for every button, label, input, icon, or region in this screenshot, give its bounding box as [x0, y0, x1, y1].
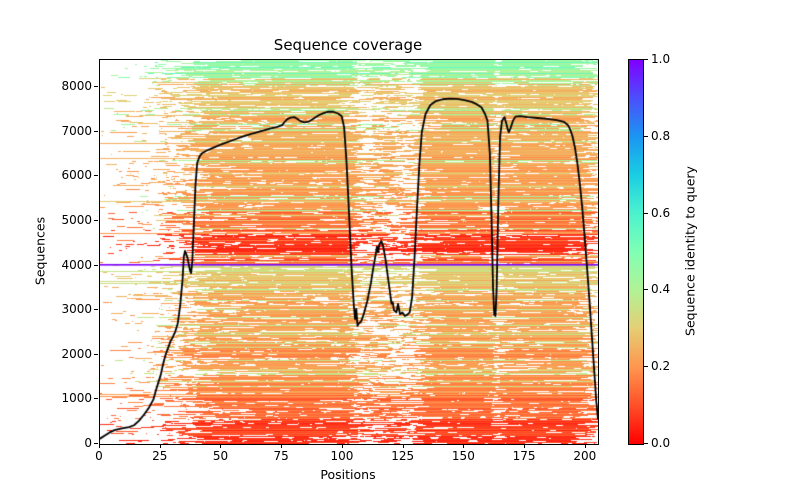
y-axis-label: Sequences — [32, 216, 48, 286]
y-tick — [94, 398, 98, 400]
y-tick-label: 4000 — [61, 257, 92, 272]
colorbar-tick — [644, 366, 648, 368]
y-tick — [94, 86, 98, 88]
x-tick-label: 125 — [391, 449, 415, 463]
x-tick-label: 75 — [273, 449, 289, 463]
x-tick — [341, 444, 343, 448]
y-tick-label: 3000 — [61, 302, 92, 317]
y-tick — [94, 175, 98, 177]
y-tick-label: 5000 — [61, 213, 92, 227]
y-tick — [94, 443, 98, 444]
y-tick — [94, 220, 98, 221]
x-tick-label: 150 — [451, 449, 475, 463]
x-tick-label: 0 — [95, 449, 103, 463]
x-tick — [99, 444, 100, 448]
y-tick-label: 2000 — [61, 346, 92, 361]
x-axis-label: Positions — [320, 467, 376, 482]
x-tick — [220, 444, 222, 448]
colorbar-tick-label: 1.0 — [651, 52, 671, 66]
y-tick-label: 7000 — [61, 123, 92, 138]
y-tick-label: 0 — [84, 436, 92, 450]
x-tick-label: 25 — [152, 449, 168, 463]
colorbar-tick — [644, 289, 648, 291]
colorbar — [628, 59, 644, 445]
colorbar-label: Sequence identity to query — [682, 166, 698, 336]
colorbar-tick-label: 0.0 — [651, 436, 671, 450]
colorbar-tick — [644, 212, 648, 214]
x-tick — [463, 444, 465, 448]
y-tick-label: 1000 — [61, 391, 92, 406]
y-tick — [94, 309, 98, 311]
colorbar-tick — [644, 135, 648, 137]
y-tick-label: 8000 — [61, 79, 92, 94]
y-tick — [94, 353, 98, 355]
colorbar-tick-label: 0.4 — [651, 282, 671, 297]
plot-title: Sequence coverage — [273, 36, 423, 54]
x-tick-label: 100 — [330, 449, 354, 463]
y-tick — [94, 264, 98, 266]
x-tick — [159, 444, 161, 448]
x-tick — [281, 444, 283, 448]
msa-heatmap-canvas — [100, 60, 598, 444]
x-tick-label: 200 — [573, 449, 597, 463]
plot-area — [99, 59, 599, 445]
x-tick — [584, 444, 586, 448]
x-tick-label: 50 — [212, 449, 229, 463]
colorbar-tick — [644, 443, 648, 444]
colorbar-tick-label: 0.2 — [651, 359, 671, 374]
colorbar-tick-label: 0.8 — [651, 128, 671, 143]
x-tick — [524, 444, 526, 448]
x-tick-label: 175 — [512, 449, 536, 463]
x-tick — [402, 444, 404, 448]
y-tick-label: 6000 — [61, 168, 92, 183]
colorbar-tick — [644, 59, 648, 60]
colorbar-tick-label: 0.6 — [651, 205, 671, 220]
y-tick — [94, 130, 98, 132]
